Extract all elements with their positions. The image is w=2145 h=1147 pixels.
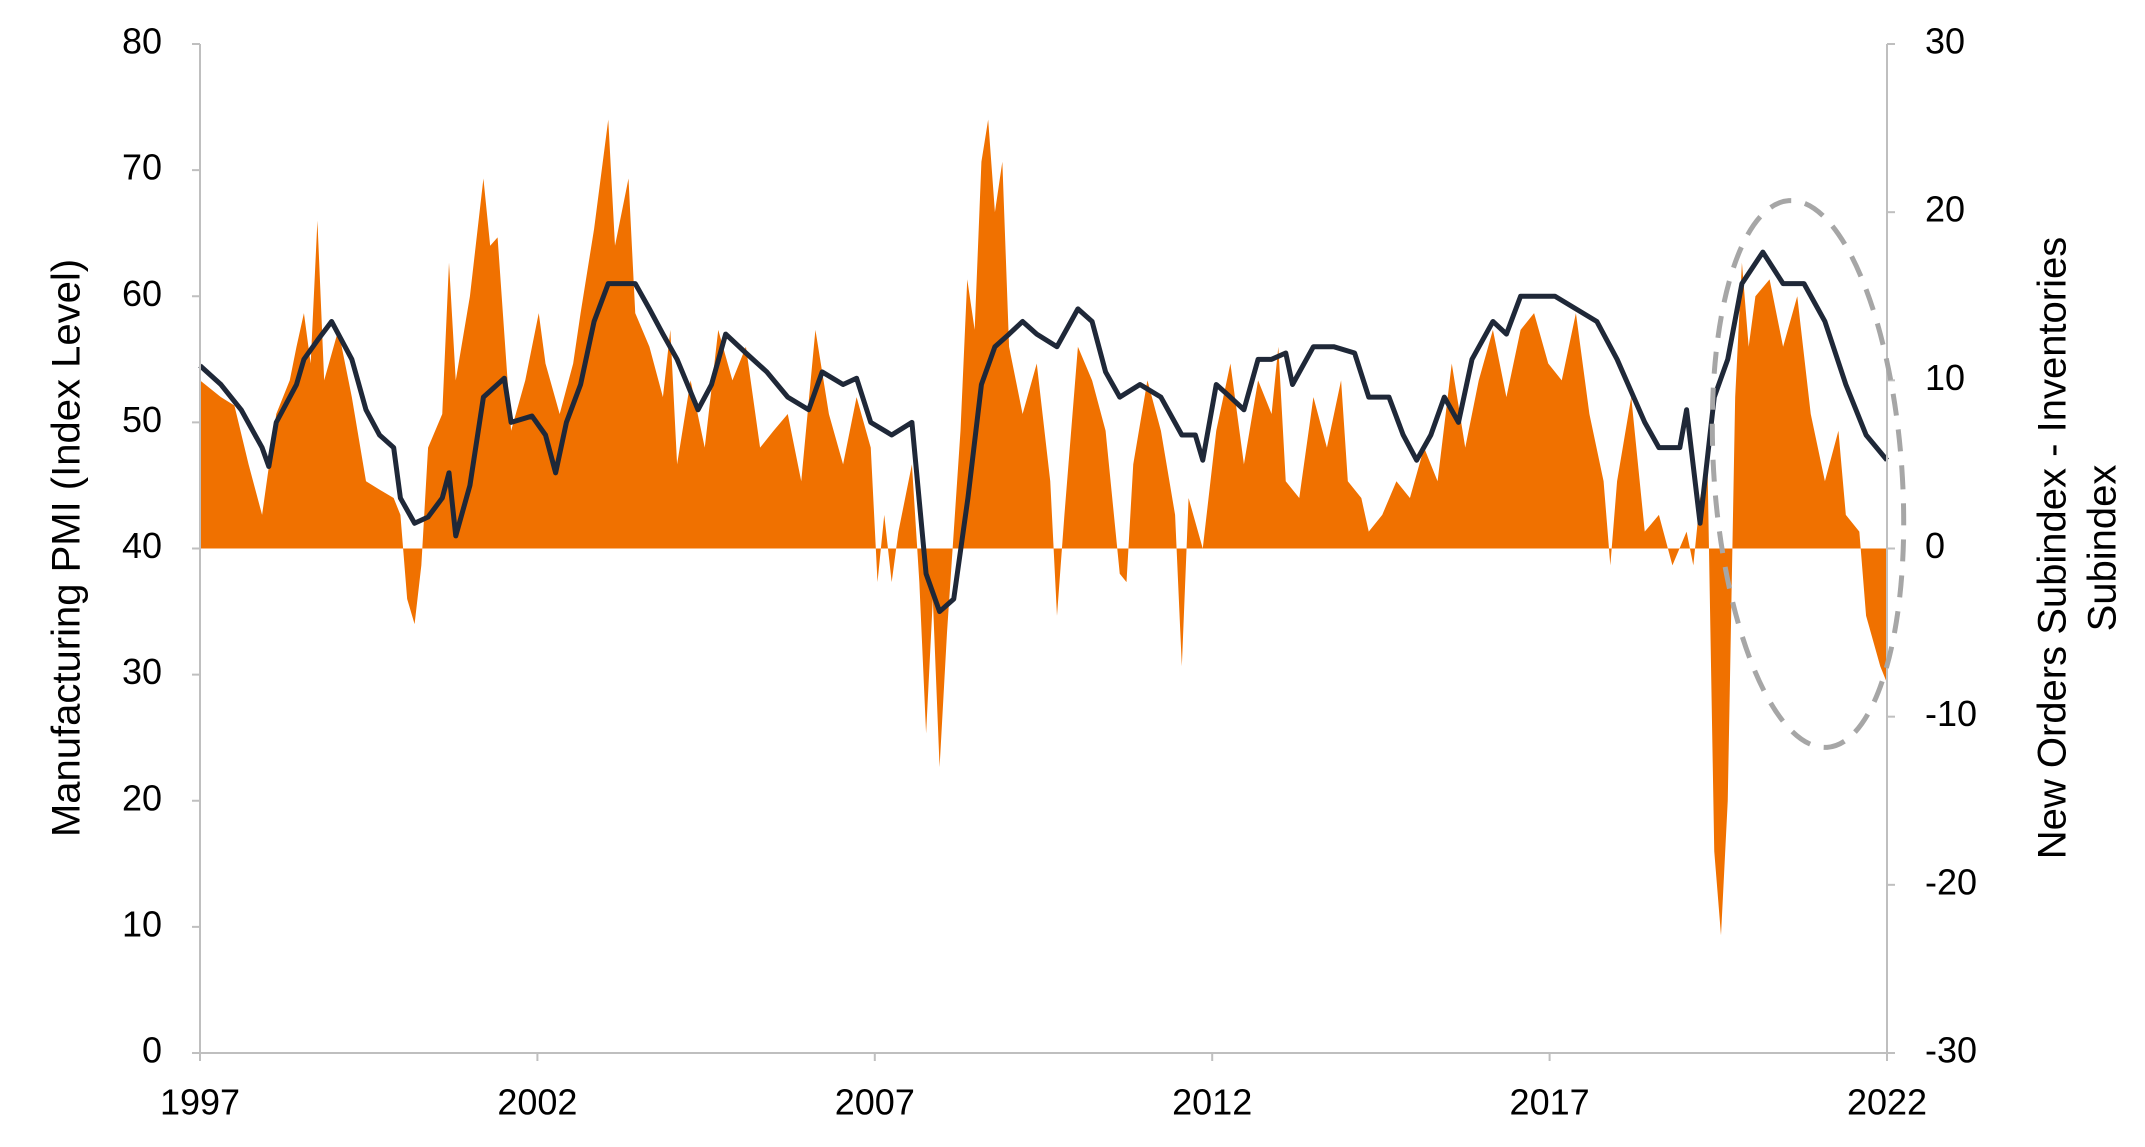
x-tick-label: 2007: [835, 1082, 915, 1123]
x-tick-label: 2002: [497, 1082, 577, 1123]
y-tick-label: 50: [122, 399, 162, 440]
x-tick-label: 2012: [1172, 1082, 1252, 1123]
y2-tick-label: -10: [1925, 693, 1977, 734]
highlight-ellipse: [1709, 198, 1907, 750]
y-tick-label: 10: [122, 903, 162, 944]
area: [200, 119, 1887, 936]
y2-axis-title: New Orders Subindex - Inventories: [2031, 237, 2075, 860]
y-tick-label: 80: [122, 21, 162, 62]
y2-tick-label: 30: [1925, 21, 1965, 62]
x-tick-label: 2017: [1510, 1082, 1590, 1123]
y2-tick-label: -30: [1925, 1030, 1977, 1071]
x-tick-label: 1997: [160, 1082, 240, 1123]
y-tick-label: 70: [122, 147, 162, 188]
y-axis-title: Manufacturing PMI (Index Level): [45, 259, 89, 837]
y-tick-label: 40: [122, 525, 162, 566]
y2-tick-label: -20: [1925, 861, 1977, 902]
y2-axis-title: Subindex: [2081, 465, 2125, 632]
y2-tick-label: 20: [1925, 189, 1965, 230]
y-tick-label: 20: [122, 777, 162, 818]
line: [198, 249, 1889, 615]
x-tick-label: 2022: [1847, 1082, 1927, 1123]
y-tick-label: 0: [142, 1030, 162, 1071]
y2-tick-label: 10: [1925, 357, 1965, 398]
y-tick-label: 30: [122, 651, 162, 692]
y2-tick-label: 0: [1925, 525, 1945, 566]
y-tick-label: 60: [122, 273, 162, 314]
